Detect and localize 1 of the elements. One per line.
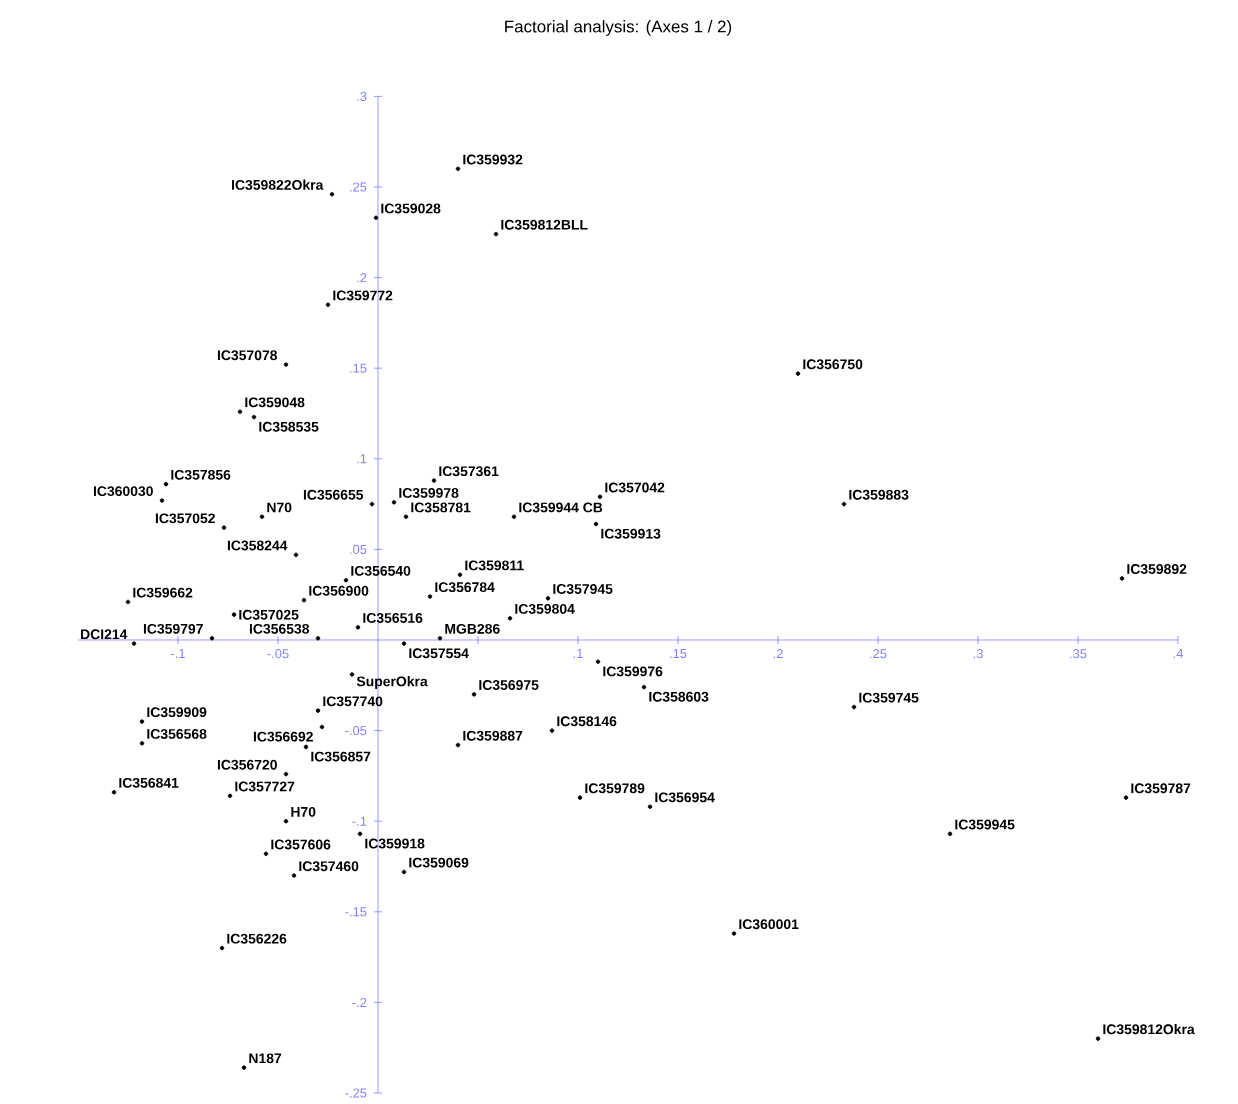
chart-title: Factorial analysis: (Axes 1 / 2)	[505, 20, 732, 36]
